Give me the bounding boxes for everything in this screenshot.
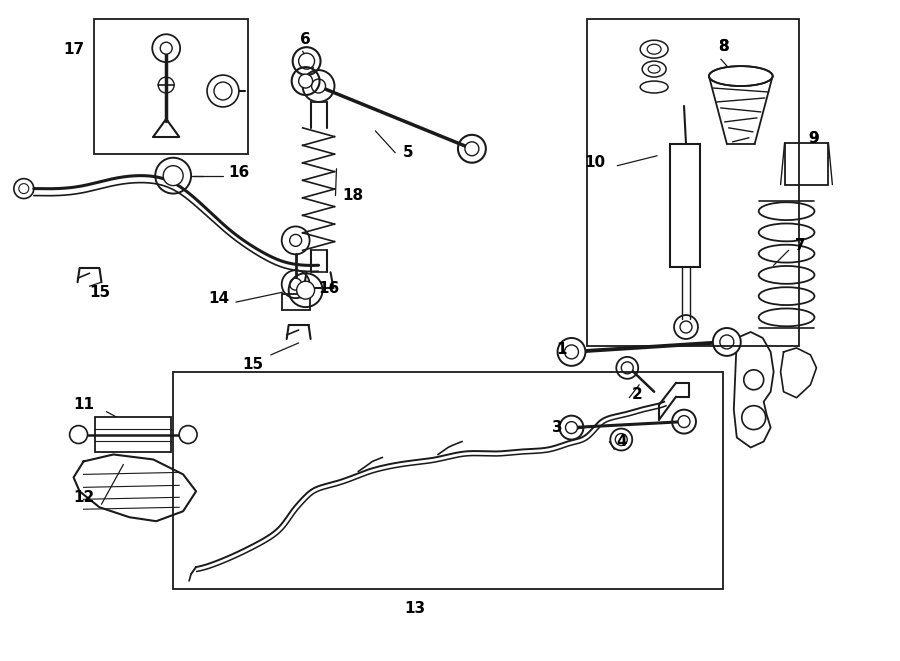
Circle shape <box>678 416 690 428</box>
Polygon shape <box>780 348 816 398</box>
Circle shape <box>290 278 302 290</box>
Text: 14: 14 <box>209 291 230 305</box>
Circle shape <box>616 434 627 446</box>
Text: 6: 6 <box>301 32 311 47</box>
Bar <box>94 19 248 154</box>
Text: 13: 13 <box>405 602 426 616</box>
Bar <box>588 19 798 346</box>
Circle shape <box>160 42 172 54</box>
Bar <box>785 143 828 184</box>
Text: 16: 16 <box>318 281 339 295</box>
Text: 9: 9 <box>808 132 819 146</box>
Text: 12: 12 <box>73 490 94 505</box>
Circle shape <box>299 74 312 88</box>
Circle shape <box>565 422 578 434</box>
Circle shape <box>465 142 479 156</box>
Circle shape <box>69 426 87 444</box>
Circle shape <box>214 82 232 100</box>
Circle shape <box>557 338 585 366</box>
Polygon shape <box>734 332 774 447</box>
Text: 17: 17 <box>63 42 85 57</box>
Bar <box>173 372 723 589</box>
Circle shape <box>713 328 741 356</box>
Text: 16: 16 <box>229 165 249 180</box>
Text: 11: 11 <box>73 397 94 412</box>
Text: 8: 8 <box>718 39 729 54</box>
Text: 10: 10 <box>584 155 605 171</box>
Text: 8: 8 <box>718 39 729 54</box>
Circle shape <box>564 345 579 359</box>
Text: 9: 9 <box>808 132 819 146</box>
Circle shape <box>680 321 692 333</box>
Circle shape <box>179 426 197 444</box>
Text: 15: 15 <box>242 358 264 372</box>
Circle shape <box>621 362 634 374</box>
Circle shape <box>720 335 733 349</box>
Text: 3: 3 <box>553 420 562 435</box>
Text: 1: 1 <box>556 342 567 358</box>
Circle shape <box>163 166 183 186</box>
Text: 7: 7 <box>796 238 806 253</box>
Circle shape <box>19 184 29 194</box>
Bar <box>670 144 700 267</box>
Text: 15: 15 <box>89 285 110 299</box>
Text: 5: 5 <box>403 145 413 160</box>
Polygon shape <box>74 455 196 521</box>
Circle shape <box>311 79 326 93</box>
Circle shape <box>290 235 302 247</box>
Bar <box>95 416 171 453</box>
Circle shape <box>297 281 315 299</box>
Text: 18: 18 <box>342 188 363 203</box>
Circle shape <box>299 53 315 69</box>
Ellipse shape <box>709 66 772 86</box>
Text: 4: 4 <box>616 434 626 449</box>
Text: 2: 2 <box>632 387 643 403</box>
